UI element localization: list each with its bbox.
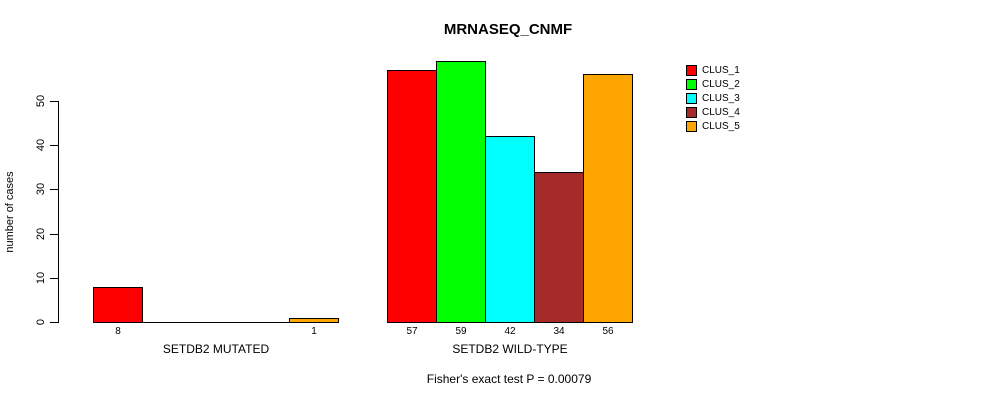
legend-label-clus_2: CLUS_2: [702, 79, 740, 90]
bar-value-label-clus_2-group2: 59: [455, 326, 467, 337]
y-tick-mark-10: [50, 278, 58, 279]
y-axis-line: [58, 101, 59, 323]
y-axis-label: number of cases: [4, 171, 16, 253]
y-tick-mark-20: [50, 234, 58, 235]
legend-swatch-clus_1: [686, 65, 697, 76]
group-label-1: SETDB2 MUTATED: [162, 342, 270, 356]
bar-value-label-clus_1-group2: 57: [406, 326, 418, 337]
y-tick-label-10: 10: [35, 271, 47, 285]
legend-item-clus_2: CLUS_2: [686, 79, 740, 90]
bar-value-label-clus_5-group2: 56: [602, 326, 614, 337]
legend-label-clus_3: CLUS_3: [702, 93, 740, 104]
legend-item-clus_5: CLUS_5: [686, 121, 740, 132]
bar-value-label-clus_3-group2: 42: [504, 326, 516, 337]
y-tick-label-20: 20: [35, 227, 47, 241]
fisher-test-annotation: Fisher's exact test P = 0.00079: [426, 372, 592, 386]
legend-label-clus_4: CLUS_4: [702, 107, 740, 118]
bar-clus_1-group2: [387, 70, 437, 323]
y-tick-label-40: 40: [35, 138, 47, 152]
legend-item-clus_1: CLUS_1: [686, 65, 740, 76]
legend-swatch-clus_4: [686, 107, 697, 118]
y-tick-mark-30: [50, 189, 58, 190]
chart-title: MRNASEQ_CNMF: [443, 21, 573, 38]
bar-clus_4-group2: [534, 172, 584, 323]
bar-clus_3-group2: [485, 136, 535, 323]
legend-swatch-clus_3: [686, 93, 697, 104]
bar-value-label-clus_1-group1: 8: [115, 326, 121, 337]
bar-clus_4-group1: [240, 322, 290, 323]
legend-item-clus_3: CLUS_3: [686, 93, 740, 104]
bar-clus_1-group1: [93, 287, 143, 323]
y-tick-label-50: 50: [35, 94, 47, 108]
bar-clus_5-group1: [289, 318, 339, 323]
bar-clus_2-group1: [142, 322, 192, 323]
y-tick-mark-40: [50, 145, 58, 146]
legend-item-clus_4: CLUS_4: [686, 107, 740, 118]
bar-value-label-clus_5-group1: 1: [311, 326, 317, 337]
legend-swatch-clus_5: [686, 121, 697, 132]
y-tick-label-0: 0: [35, 318, 47, 326]
y-tick-label-30: 30: [35, 182, 47, 196]
legend-label-clus_1: CLUS_1: [702, 65, 740, 76]
y-tick-mark-0: [50, 322, 58, 323]
bar-value-label-clus_4-group2: 34: [553, 326, 565, 337]
legend-swatch-clus_2: [686, 79, 697, 90]
bar-clus_5-group2: [583, 74, 633, 323]
legend-label-clus_5: CLUS_5: [702, 121, 740, 132]
group-label-2: SETDB2 WILD-TYPE: [452, 342, 568, 356]
legend: CLUS_1 CLUS_2 CLUS_3 CLUS_4 CLUS_5: [686, 65, 740, 135]
bar-clus_3-group1: [191, 322, 241, 323]
y-tick-mark-50: [50, 101, 58, 102]
bar-clus_2-group2: [436, 61, 486, 323]
